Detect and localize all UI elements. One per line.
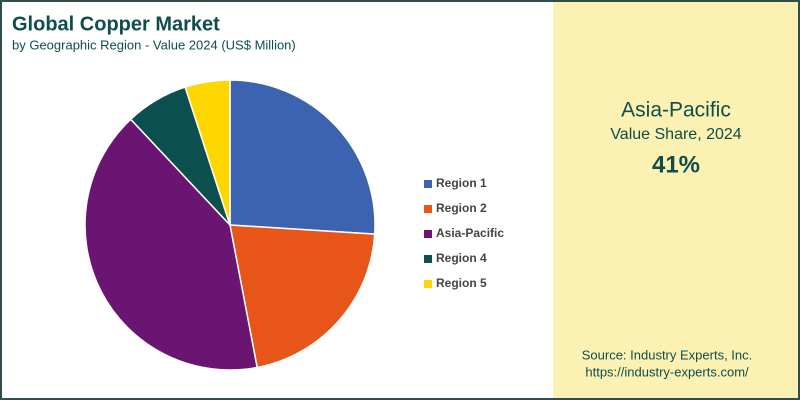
highlight-value: 41% [652, 151, 700, 178]
highlight-region: Asia-Pacific [621, 99, 731, 122]
pie-slice [84, 118, 259, 371]
chart-subtitle: by Geographic Region - Value 2024 (US$ M… [12, 37, 296, 52]
legend-swatch [424, 205, 432, 213]
pie-slice [184, 79, 231, 226]
legend-label: Region 4 [436, 251, 487, 265]
pie-slice [229, 224, 376, 369]
highlight-label: Value Share, 2024 [610, 126, 741, 143]
legend-swatch [424, 230, 432, 238]
legend-swatch [424, 280, 432, 288]
legend-label: Region 2 [436, 201, 487, 215]
source-url: https://industry-experts.com/ [585, 364, 749, 379]
pie-slice [229, 79, 376, 235]
legend-label: Region 1 [436, 176, 487, 190]
chart-title: Global Copper Market [12, 13, 220, 35]
legend-label: Region 5 [436, 276, 487, 290]
source: Source: Industry Experts, Inc. [582, 347, 753, 362]
legend-label: Asia-Pacific [436, 226, 504, 240]
legend-swatch [424, 180, 432, 188]
legend-swatch [424, 255, 432, 263]
side-panel [553, 0, 800, 400]
